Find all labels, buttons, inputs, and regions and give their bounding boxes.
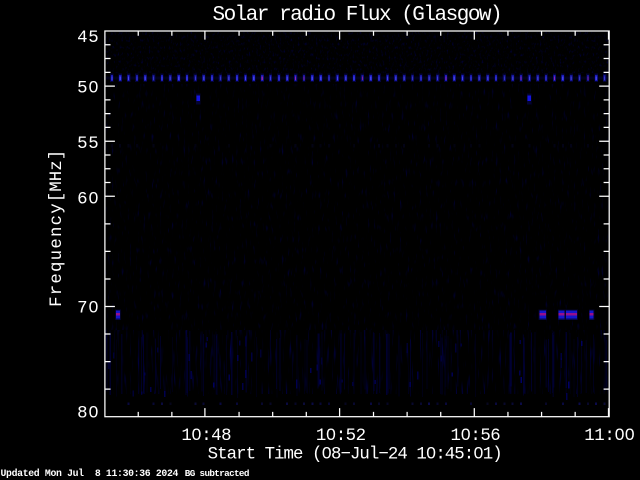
svg-text:[MHz]: [MHz] <box>48 150 67 203</box>
svg-text:45: 45 <box>77 29 99 48</box>
svg-text:11:00: 11:00 <box>584 427 634 446</box>
svg-text:Start Time (08−Jul−24 10:45:01: Start Time (08−Jul−24 10:45:01) <box>208 446 502 465</box>
svg-text:10:52: 10:52 <box>316 427 366 446</box>
svg-text:Updated Mon Jul 8 11:30:36 20: Updated Mon Jul 8 11:30:36 2024 <box>1 468 179 479</box>
svg-text:60: 60 <box>77 191 99 210</box>
svg-text:Frequency: Frequency <box>48 202 67 307</box>
svg-text:55: 55 <box>77 135 99 154</box>
svg-text:10:56: 10:56 <box>451 427 501 446</box>
svg-text:BG subtracted: BG subtracted <box>185 468 249 479</box>
svg-text:80: 80 <box>77 405 99 424</box>
svg-text:70: 70 <box>77 300 99 319</box>
svg-text:10:48: 10:48 <box>181 427 231 446</box>
svg-text:Solar radio Flux (Glasgow): Solar radio Flux (Glasgow) <box>212 4 501 27</box>
svg-text:50: 50 <box>77 80 99 99</box>
